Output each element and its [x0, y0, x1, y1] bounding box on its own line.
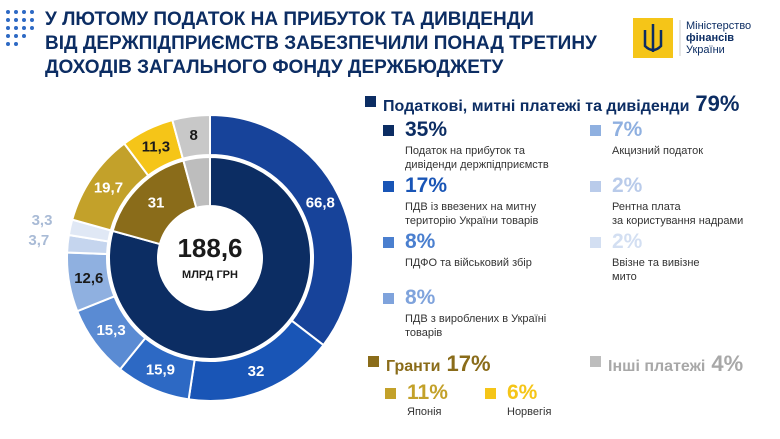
legend-share: 35% — [405, 118, 448, 141]
legend-desc: територію України товарів — [405, 215, 539, 227]
logo-trident — [643, 24, 663, 52]
legend-desc: Японія — [407, 406, 442, 418]
legend-header: Гранти 17% — [386, 351, 491, 377]
value-label: 11,3 — [142, 138, 170, 155]
legend-swatch — [383, 293, 394, 304]
legend-label: Інші платежі — [608, 358, 706, 375]
value-label: 32 — [248, 363, 265, 380]
legend-desc: ПДВ з вироблених в Україні — [405, 313, 547, 325]
dot-pattern — [6, 10, 34, 46]
legend-share: 2% — [612, 174, 643, 197]
legend-share: 6% — [507, 381, 538, 404]
legend-desc: ПДВ із ввезених на митну — [405, 201, 537, 213]
legend-swatch — [365, 96, 376, 107]
value-label: 66,8 — [306, 195, 335, 212]
legend-desc: товарів — [405, 327, 443, 339]
legend-swatch — [385, 388, 396, 399]
legend-desc: дивіденди держпідприємств — [405, 159, 549, 171]
legend-header: Податкові, митні платежі та дивіденди 79% — [383, 91, 739, 117]
legend-swatch — [590, 125, 601, 136]
legend-desc: Ввізне та вивізне — [612, 257, 700, 269]
logo-line: фінансів — [686, 32, 735, 44]
legend-share: 4% — [711, 351, 744, 376]
legend-desc: Акцизний податок — [612, 145, 704, 157]
legend-label: Податкові, митні платежі та дивіденди — [383, 98, 690, 115]
legend-desc: ПДФО та військовий збір — [405, 257, 532, 269]
value-label: 8 — [189, 127, 197, 144]
legend-share: 79% — [695, 91, 740, 116]
legend-desc: Податок на прибуток та — [405, 145, 525, 157]
legend-swatch — [383, 237, 394, 248]
value-label: 3,7 — [28, 232, 49, 249]
value-label: 19,7 — [94, 180, 123, 197]
legend-swatch — [590, 181, 601, 192]
title: У ЛЮТОМУ ПОДАТОК НА ПРИБУТОК ТА ДИВІДЕНД… — [45, 8, 597, 80]
value-label: 12,6 — [74, 270, 103, 287]
donut-segment — [171, 113, 211, 160]
legend-share: 11% — [407, 381, 448, 404]
center-value: 188,6 — [177, 233, 242, 263]
legend-swatch — [383, 181, 394, 192]
legend-desc: мито — [612, 271, 637, 283]
legend-share: 17% — [446, 351, 491, 376]
title-line: У ЛЮТОМУ ПОДАТОК НА ПРИБУТОК ТА ДИВІДЕНД… — [45, 9, 534, 30]
value-label: 15,3 — [96, 322, 125, 339]
legend-share: 7% — [612, 118, 643, 141]
legend-share: 17% — [405, 174, 448, 197]
title-line: ДОХОДІВ ЗАГАЛЬНОГО ФОНДУ ДЕРЖБЮДЖЕТУ — [45, 57, 504, 78]
legend-swatch — [383, 125, 394, 136]
legend-desc: за користування надрами — [612, 215, 744, 227]
logo-text: Міністерство фінансів України — [686, 20, 751, 56]
logo-line: Міністерство — [686, 20, 752, 32]
legend-swatch — [590, 356, 601, 367]
donut-segment — [182, 155, 211, 210]
legend-desc: Рентна плата — [612, 201, 681, 213]
value-label: 3,3 — [32, 212, 53, 229]
value-label: 31 — [148, 195, 165, 212]
legend-swatch — [368, 356, 379, 367]
legend-share: 2% — [612, 230, 643, 253]
donut-segment — [108, 155, 312, 360]
legend-desc: Норвегія — [507, 406, 552, 418]
title-line: ВІД ДЕРЖПІДПРИЄМСТВ ЗАБЕЗПЕЧИЛИ ПОНАД ТР… — [45, 33, 597, 54]
legend-share: 8% — [405, 286, 436, 309]
logo-line: України — [686, 44, 725, 56]
legend-header: Інші платежі 4% — [608, 351, 743, 377]
legend-label: Гранти — [386, 358, 441, 375]
value-label: 15,9 — [146, 362, 175, 379]
legend-swatch — [485, 388, 496, 399]
center-unit: МЛРД ГРН — [182, 269, 238, 281]
center-hole — [160, 208, 260, 308]
legend-swatch — [590, 237, 601, 248]
legend-share: 8% — [405, 230, 436, 253]
